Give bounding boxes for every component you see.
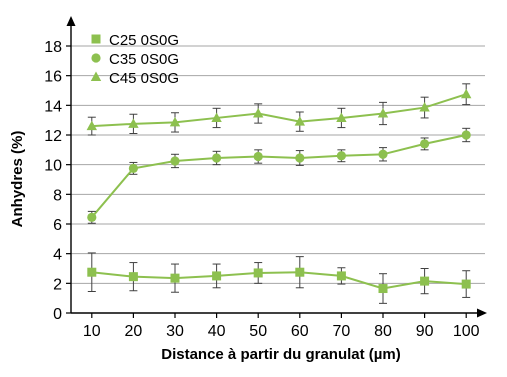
data-point [336, 112, 347, 122]
x-tick-label: 60 [291, 323, 309, 340]
legend-marker [91, 53, 101, 63]
data-point [128, 272, 138, 282]
data-point [420, 139, 430, 149]
legend-label: C35 0S0G [109, 51, 179, 68]
data-point [253, 268, 263, 278]
data-point [212, 153, 222, 163]
y-tick-label: 18 [44, 39, 62, 56]
data-point [87, 212, 97, 222]
data-point [378, 284, 388, 294]
y-tick-label: 6 [53, 217, 62, 234]
y-tick-label: 2 [53, 276, 62, 293]
series-1 [87, 252, 471, 304]
data-point [295, 153, 305, 163]
y-tick-label: 4 [53, 247, 62, 264]
series-layer [86, 83, 472, 304]
series-2 [87, 127, 471, 224]
data-point [128, 118, 139, 128]
y-axis-title: Anhydres (%) [9, 131, 26, 228]
x-tick-label: 10 [83, 323, 101, 340]
legend-marker [91, 34, 101, 44]
data-point [336, 271, 346, 281]
legend-label: C25 0S0G [109, 32, 179, 49]
data-point [212, 271, 222, 281]
y-tick-label: 12 [44, 128, 62, 145]
legend-marker [90, 71, 102, 81]
data-point [461, 88, 472, 99]
x-tick-label: 80 [374, 323, 392, 340]
data-point [169, 116, 181, 127]
x-axis-title: Distance à partir du granulat (µm) [161, 346, 401, 363]
series-line [91, 93, 467, 128]
data-point [294, 116, 305, 126]
data-point [87, 267, 97, 277]
axes-layer: 0 2 4 6 8 10 12 14 16 18 10 20 30 40 50 60 70 80 90 100 [44, 16, 487, 340]
data-point [253, 107, 264, 118]
data-point [128, 163, 138, 173]
x-tick-label: 50 [249, 323, 267, 340]
y-tick-label: 0 [53, 306, 62, 323]
y-tick-label: 14 [44, 98, 62, 115]
data-point [461, 130, 471, 140]
data-point [461, 279, 471, 289]
data-point [170, 273, 180, 283]
data-point [378, 149, 388, 159]
x-tick-label: 70 [333, 323, 351, 340]
legend-label: C45 0S0G [109, 70, 179, 87]
data-point [253, 151, 263, 162]
data-point [295, 267, 305, 277]
y-axis-arrow [66, 16, 76, 26]
series-line [91, 134, 467, 218]
data-point [170, 156, 180, 166]
grid-layer [71, 45, 485, 284]
series-3 [86, 83, 472, 136]
x-tick-label: 30 [166, 323, 184, 340]
data-point [419, 102, 430, 112]
data-point [336, 151, 346, 161]
data-point [377, 107, 389, 118]
y-tick-label: 8 [53, 187, 62, 204]
data-point [86, 120, 97, 131]
x-tick-label: 20 [125, 323, 143, 340]
legend-layer: C25 0S0G C35 0S0G C45 0S0G [90, 32, 179, 87]
x-tick-label: 100 [453, 323, 480, 340]
x-tick-label: 40 [208, 323, 226, 340]
data-point [420, 276, 430, 286]
y-tick-label: 16 [44, 69, 62, 86]
x-axis-arrow [477, 308, 487, 318]
y-tick-label: 10 [44, 158, 62, 175]
x-tick-label: 90 [416, 323, 434, 340]
data-point [211, 112, 222, 122]
series-line [91, 271, 467, 290]
